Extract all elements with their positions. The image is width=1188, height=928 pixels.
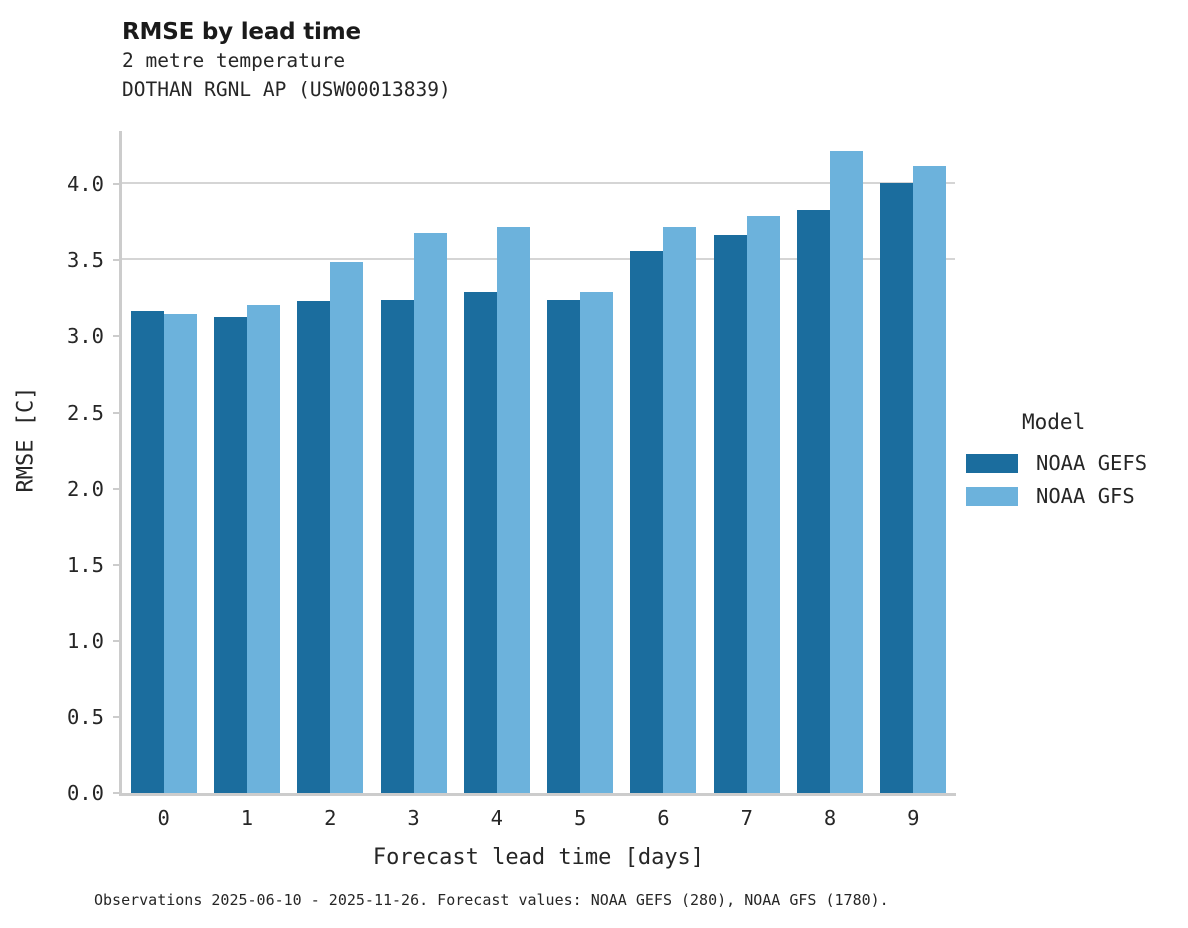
x-axis-tick-label: 0 (157, 806, 170, 830)
bar-noaa-gefs-day-3[interactable] (380, 299, 414, 793)
y-axis-tick (113, 563, 122, 566)
page-title: RMSE by lead time (122, 19, 361, 45)
x-axis-tick-label: 4 (490, 806, 504, 830)
x-axis-tick-label: 8 (823, 806, 837, 830)
bar-noaa-gfs-day-2[interactable] (330, 261, 364, 793)
bar-noaa-gfs-day-0[interactable] (163, 313, 197, 793)
legend-title: Model (1022, 410, 1086, 434)
y-axis-tick (113, 411, 122, 414)
x-axis-title: Forecast lead time [days] (372, 845, 705, 870)
y-axis-tick (113, 259, 122, 262)
x-axis-tick-label: 1 (240, 806, 254, 830)
bar-noaa-gefs-day-5[interactable] (547, 299, 581, 793)
bar-noaa-gfs-day-4[interactable] (496, 226, 530, 793)
bar-noaa-gfs-day-9[interactable] (913, 166, 947, 793)
gridline (122, 182, 955, 185)
y-axis-tick (113, 639, 122, 642)
y-axis-tick-label: 3.0 (66, 324, 104, 349)
y-axis-tick (113, 183, 122, 186)
chart-subtitle: 2 metre temperature (122, 49, 346, 72)
bar-noaa-gfs-day-6[interactable] (663, 226, 697, 793)
x-axis-tick-label: 6 (657, 806, 670, 830)
y-axis-tick (113, 715, 122, 718)
chart-station-label: DOTHAN RGNL AP (USW00013839) (122, 78, 451, 101)
legend-swatch-icon (966, 486, 1018, 506)
gridline (122, 258, 955, 261)
bar-noaa-gefs-day-9[interactable] (880, 182, 914, 793)
y-axis-tick (113, 487, 122, 490)
bar-noaa-gefs-day-8[interactable] (797, 210, 831, 793)
y-axis-tick-label: 1.0 (66, 628, 104, 653)
y-axis-tick-label: 0.5 (66, 704, 104, 729)
x-axis-tick-label: 9 (907, 806, 920, 830)
plot-area (122, 131, 955, 793)
legend-item-label: NOAA GFS (1036, 484, 1135, 508)
bar-noaa-gefs-day-0[interactable] (130, 310, 164, 793)
y-axis-spine (119, 131, 122, 796)
bar-noaa-gefs-day-6[interactable] (630, 251, 664, 793)
x-axis-spine (119, 793, 956, 796)
x-axis-tick-label: 3 (407, 806, 420, 830)
x-axis-tick-label: 7 (740, 806, 753, 830)
y-axis-tick (113, 335, 122, 338)
title-block: RMSE by lead time 2 metre temperature DO… (122, 18, 1022, 104)
y-axis-tick (113, 792, 122, 794)
bar-noaa-gfs-day-3[interactable] (413, 232, 447, 793)
y-axis-tick-label: 2.0 (66, 476, 104, 501)
y-axis-tick-label: 4.0 (66, 172, 104, 197)
bar-noaa-gfs-day-8[interactable] (830, 150, 864, 793)
y-axis-tick-label: 0.0 (66, 781, 104, 805)
bar-noaa-gfs-day-1[interactable] (246, 304, 280, 793)
legend-entries: NOAA GEFS NOAA GFS (966, 448, 1182, 511)
y-axis-tick-label: 3.5 (66, 248, 104, 273)
legend-swatch-icon (966, 453, 1018, 473)
legend-item-label: NOAA GEFS (1036, 451, 1148, 475)
legend-item-noaa-gfs[interactable]: NOAA GFS (966, 481, 1182, 511)
bar-noaa-gfs-day-5[interactable] (580, 292, 614, 793)
y-axis-tick-label: 2.5 (66, 400, 104, 425)
bar-noaa-gefs-day-2[interactable] (297, 301, 331, 793)
bar-noaa-gfs-day-7[interactable] (746, 216, 780, 793)
footer-caption: Observations 2025-06-10 - 2025-11-26. Fo… (94, 891, 889, 909)
bar-noaa-gefs-day-4[interactable] (463, 292, 497, 793)
y-axis-tick-label: 1.5 (66, 552, 104, 577)
legend: Model NOAA GEFS NOAA GFS (966, 410, 1182, 514)
bar-noaa-gefs-day-1[interactable] (213, 316, 247, 793)
legend-item-noaa-gefs[interactable]: NOAA GEFS (966, 448, 1182, 478)
bar-noaa-gefs-day-7[interactable] (713, 234, 747, 793)
x-axis-tick-label: 2 (324, 806, 337, 830)
x-axis-tick-label: 5 (573, 806, 587, 830)
